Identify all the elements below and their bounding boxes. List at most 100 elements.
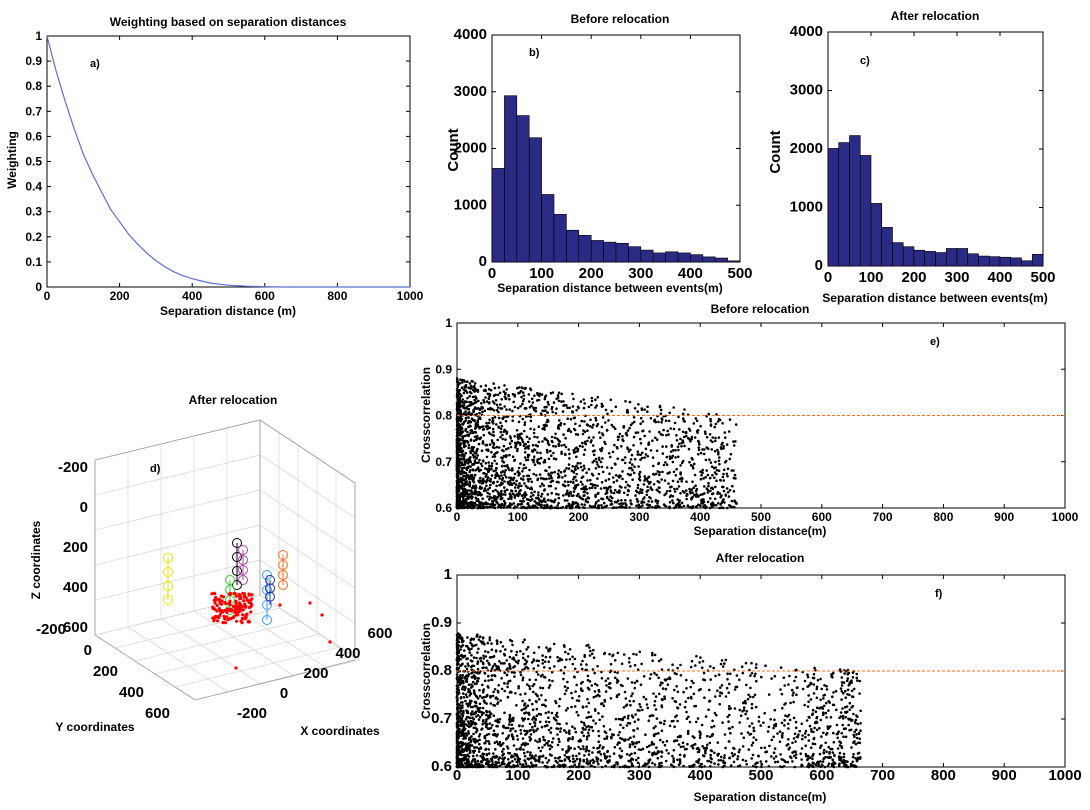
histogram-bar <box>590 240 604 263</box>
data-point <box>480 425 484 429</box>
data-point <box>465 466 469 470</box>
data-point <box>469 701 472 705</box>
data-point <box>675 439 679 442</box>
data-point <box>529 751 532 754</box>
data-point <box>719 691 722 694</box>
data-point <box>571 405 575 408</box>
data-point <box>497 416 501 420</box>
data-point <box>801 737 804 741</box>
data-point <box>681 430 685 434</box>
data-point <box>552 401 556 404</box>
data-point <box>475 656 478 660</box>
data-point <box>517 466 521 470</box>
data-point <box>824 741 827 745</box>
data-point <box>497 505 500 509</box>
data-point <box>455 653 459 656</box>
data-point <box>578 752 581 755</box>
data-point <box>518 482 521 485</box>
data-point <box>844 696 847 699</box>
data-point <box>724 436 727 439</box>
data-point <box>497 410 500 414</box>
data-point <box>554 498 557 501</box>
data-point <box>675 672 678 676</box>
data-point <box>598 431 601 434</box>
data-point <box>827 745 830 749</box>
data-point <box>484 481 488 484</box>
data-point <box>499 421 502 425</box>
data-point <box>488 638 492 642</box>
data-point <box>673 688 676 692</box>
data-point <box>713 762 716 765</box>
data-point <box>496 393 500 397</box>
data-point <box>570 705 573 709</box>
data-point <box>630 752 633 756</box>
data-point <box>703 765 706 768</box>
data-point <box>543 414 547 417</box>
data-point <box>650 488 654 492</box>
data-point <box>546 411 549 414</box>
data-point <box>770 755 773 758</box>
data-point <box>594 493 597 497</box>
data-point <box>856 679 859 682</box>
data-point <box>654 708 658 711</box>
data-point <box>700 473 703 477</box>
data-point <box>479 501 482 505</box>
data-point <box>568 452 571 456</box>
data-point <box>485 694 489 698</box>
data-point <box>494 393 497 397</box>
histogram-bar <box>838 142 850 267</box>
data-point <box>503 711 506 715</box>
data-point <box>837 730 840 733</box>
data-point <box>595 404 598 407</box>
data-point <box>569 480 572 484</box>
data-point <box>847 684 851 687</box>
data-point <box>700 723 704 727</box>
data-point <box>660 418 664 422</box>
data-point <box>628 743 632 746</box>
data-point <box>657 461 661 465</box>
data-point <box>462 692 465 695</box>
data-point <box>713 476 716 480</box>
x-tick-label: 400 <box>690 510 710 524</box>
data-point <box>535 496 538 500</box>
data-point <box>501 757 504 760</box>
data-point <box>637 740 641 744</box>
data-point <box>550 435 554 439</box>
data-point <box>583 448 587 452</box>
data-point <box>664 687 668 691</box>
data-point <box>715 469 719 472</box>
data-point <box>632 471 636 475</box>
data-point <box>524 706 528 709</box>
data-point <box>523 421 527 424</box>
data-point <box>639 416 643 420</box>
data-point <box>780 721 784 725</box>
data-point <box>473 382 477 385</box>
data-point <box>576 449 579 453</box>
data-point <box>610 466 613 470</box>
histogram-bar <box>714 257 728 263</box>
data-point <box>533 764 537 768</box>
data-point <box>481 497 485 501</box>
data-point <box>658 430 661 434</box>
data-point <box>479 493 483 496</box>
data-point <box>711 436 714 439</box>
data-point <box>733 473 737 477</box>
data-point <box>465 644 469 648</box>
data-point <box>562 404 565 407</box>
data-point <box>578 424 581 428</box>
data-point <box>587 728 591 732</box>
data-point <box>466 440 469 443</box>
data-point <box>470 430 474 433</box>
data-point <box>707 484 710 488</box>
data-point <box>543 458 547 462</box>
data-point <box>462 443 466 447</box>
data-point <box>597 750 601 754</box>
data-point <box>676 735 680 739</box>
data-point <box>545 405 548 409</box>
data-point <box>516 433 520 437</box>
data-point <box>671 460 675 464</box>
data-point <box>493 415 497 419</box>
data-point <box>587 405 591 409</box>
data-point <box>455 494 459 497</box>
data-point <box>668 455 672 458</box>
